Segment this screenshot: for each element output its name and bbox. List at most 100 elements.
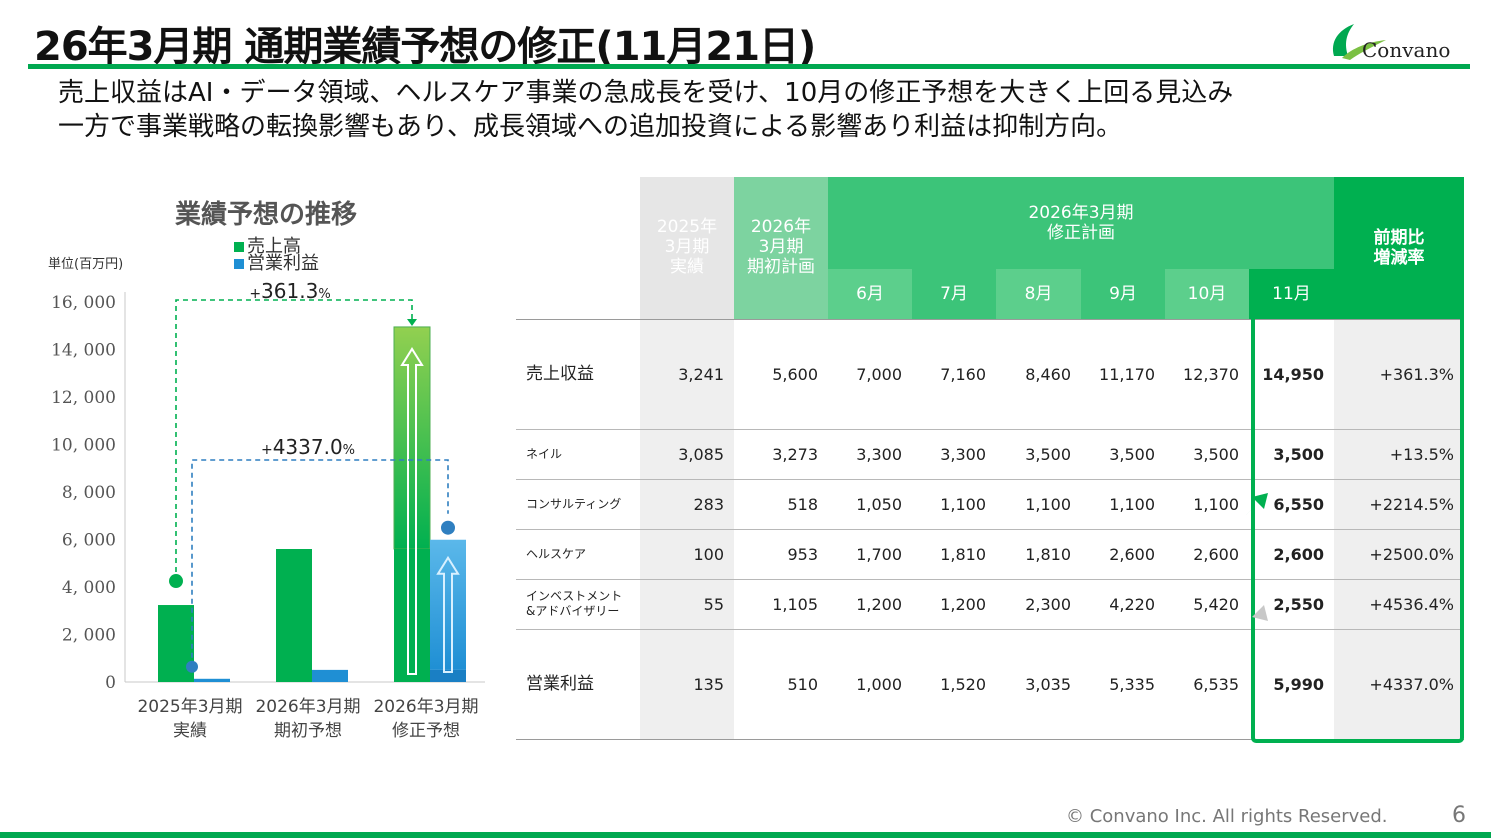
row-label: ヘルスケア <box>526 546 587 561</box>
value-cell: 135 <box>693 674 724 694</box>
bar-chart: 16, 000 14, 000 12, 000 10, 000 8, 000 6, 000… <box>51 280 485 741</box>
bar-revenue <box>394 549 430 682</box>
row-label: 営業利益 <box>526 674 594 694</box>
x-tick-label: 期初予想 <box>274 721 342 741</box>
value-cell: 510 <box>787 674 818 694</box>
bar-profit <box>194 678 230 682</box>
header-actual-2025: 2025年 3月期 実績 <box>640 177 734 319</box>
value-cell: 1,200 <box>940 594 986 614</box>
row-divider <box>516 579 1464 580</box>
value-cell: 7,000 <box>856 364 902 384</box>
legend-profit: 営業利益 <box>234 255 319 273</box>
value-cell: 283 <box>693 494 724 514</box>
value-cell: 1,100 <box>1193 494 1239 514</box>
convano-logo-icon <box>1332 24 1386 60</box>
legend-profit-swatch <box>234 259 244 269</box>
value-cell: 1,100 <box>1109 494 1155 514</box>
lead-line-2: 一方で事業戦略の転換影響もあり、成長領域への追加投資による影響あり利益は抑制方向… <box>58 112 1123 142</box>
header-month: 10月 <box>1165 269 1249 319</box>
header-yoy: 前期比 増減率 <box>1334 177 1464 319</box>
down-arrow-icon <box>1242 595 1268 621</box>
yoy-cell: +361.3% <box>1379 364 1454 384</box>
y-tick-label: 4, 000 <box>62 578 116 598</box>
value-cell: 2,300 <box>1025 594 1071 614</box>
value-cell: 3,035 <box>1025 674 1071 694</box>
y-tick-label: 14, 000 <box>51 341 116 361</box>
value-cell: 3,500 <box>1109 444 1155 464</box>
value-cell: 3,273 <box>772 444 818 464</box>
bar-revenue <box>276 549 312 682</box>
value-cell: 3,300 <box>856 444 902 464</box>
bar-profit <box>312 669 348 682</box>
header-month: 6月 <box>828 269 912 319</box>
legend-revenue-swatch <box>234 242 244 252</box>
value-cell: 953 <box>787 544 818 564</box>
y-tick-label: 10, 000 <box>51 436 116 456</box>
row-label: ネイル <box>526 446 563 461</box>
row-label: 売上収益 <box>526 364 594 384</box>
value-cell: 2,600 <box>1193 544 1239 564</box>
x-tick-label: 2025年3月期 <box>137 697 242 717</box>
value-cell: 5,420 <box>1193 594 1239 614</box>
revenue-growth-label: +361.3% <box>249 280 330 303</box>
table-bottom-line <box>516 739 1464 740</box>
value-cell: 1,100 <box>940 494 986 514</box>
header-month: 7月 <box>912 269 996 319</box>
value-cell: 2,600 <box>1273 544 1324 564</box>
value-cell: 3,085 <box>678 444 724 464</box>
value-cell: 1,810 <box>940 544 986 564</box>
row-divider <box>516 429 1464 430</box>
revenue-growth-arrow-icon <box>400 347 424 675</box>
yoy-cell: +2500.0% <box>1369 544 1454 564</box>
header-bottom-line <box>516 319 1464 320</box>
page-number: 6 <box>1452 803 1466 828</box>
value-cell: 4,220 <box>1109 594 1155 614</box>
x-tick-label: 修正予想 <box>392 721 460 741</box>
value-cell: 1,105 <box>772 594 818 614</box>
value-cell: 3,241 <box>678 364 724 384</box>
value-cell: 3,500 <box>1025 444 1071 464</box>
bar-profit <box>430 669 466 682</box>
header-initial-2026: 2026年 3月期 期初計画 <box>734 177 828 319</box>
y-tick-label: 16, 000 <box>51 293 116 313</box>
header-revised-group: 2026年3月期 修正計画 <box>828 177 1334 269</box>
value-cell: 100 <box>693 544 724 564</box>
value-cell: 1,000 <box>856 674 902 694</box>
profit-growth-label: +4337.0% <box>261 435 355 459</box>
header-month: 9月 <box>1081 269 1165 319</box>
revenue-connector-arrowhead-icon <box>407 318 417 326</box>
change-arrows <box>1242 493 1268 621</box>
footer-divider <box>0 832 1491 838</box>
bar-revenue-increment <box>393 326 431 550</box>
header-month: 8月 <box>996 269 1081 319</box>
yoy-cell: +2214.5% <box>1369 494 1454 514</box>
value-cell: 3,500 <box>1273 444 1324 464</box>
profit-connector-line <box>191 459 449 667</box>
header-month: 11月 <box>1249 269 1334 319</box>
profit-connector-dot <box>441 520 455 535</box>
title-divider <box>28 64 1470 69</box>
value-cell: 8,460 <box>1025 364 1071 384</box>
row-label: コンサルティング <box>526 496 622 511</box>
forecast-table: 2025年 3月期 実績 2026年 3月期 期初計画 2026年3月期 修正計画 6月 7月 8月… <box>516 177 1464 743</box>
yoy-cell: +4337.0% <box>1369 674 1454 694</box>
up-arrow-icon <box>1242 493 1268 519</box>
logo-text: Convano <box>1362 38 1451 62</box>
yoy-cell: +13.5% <box>1389 444 1454 464</box>
value-cell: 1,700 <box>856 544 902 564</box>
value-cell: 7,160 <box>940 364 986 384</box>
value-cell: 1,050 <box>856 494 902 514</box>
row-divider <box>516 529 1464 530</box>
value-cell: 6,535 <box>1193 674 1239 694</box>
row-label: インベストメント &アドバイザリー <box>526 589 623 618</box>
value-cell: 1,100 <box>1025 494 1071 514</box>
value-cell: 14,950 <box>1262 364 1324 384</box>
y-tick-label: 8, 000 <box>62 483 116 503</box>
unit-label: 単位(百万円) <box>48 257 124 272</box>
value-cell: 2,550 <box>1273 594 1324 614</box>
value-cell: 5,600 <box>772 364 818 384</box>
x-tick-label: 2026年3月期 <box>373 697 478 717</box>
value-cell: 12,370 <box>1183 364 1239 384</box>
value-cell: 55 <box>703 594 724 614</box>
value-cell: 3,300 <box>940 444 986 464</box>
